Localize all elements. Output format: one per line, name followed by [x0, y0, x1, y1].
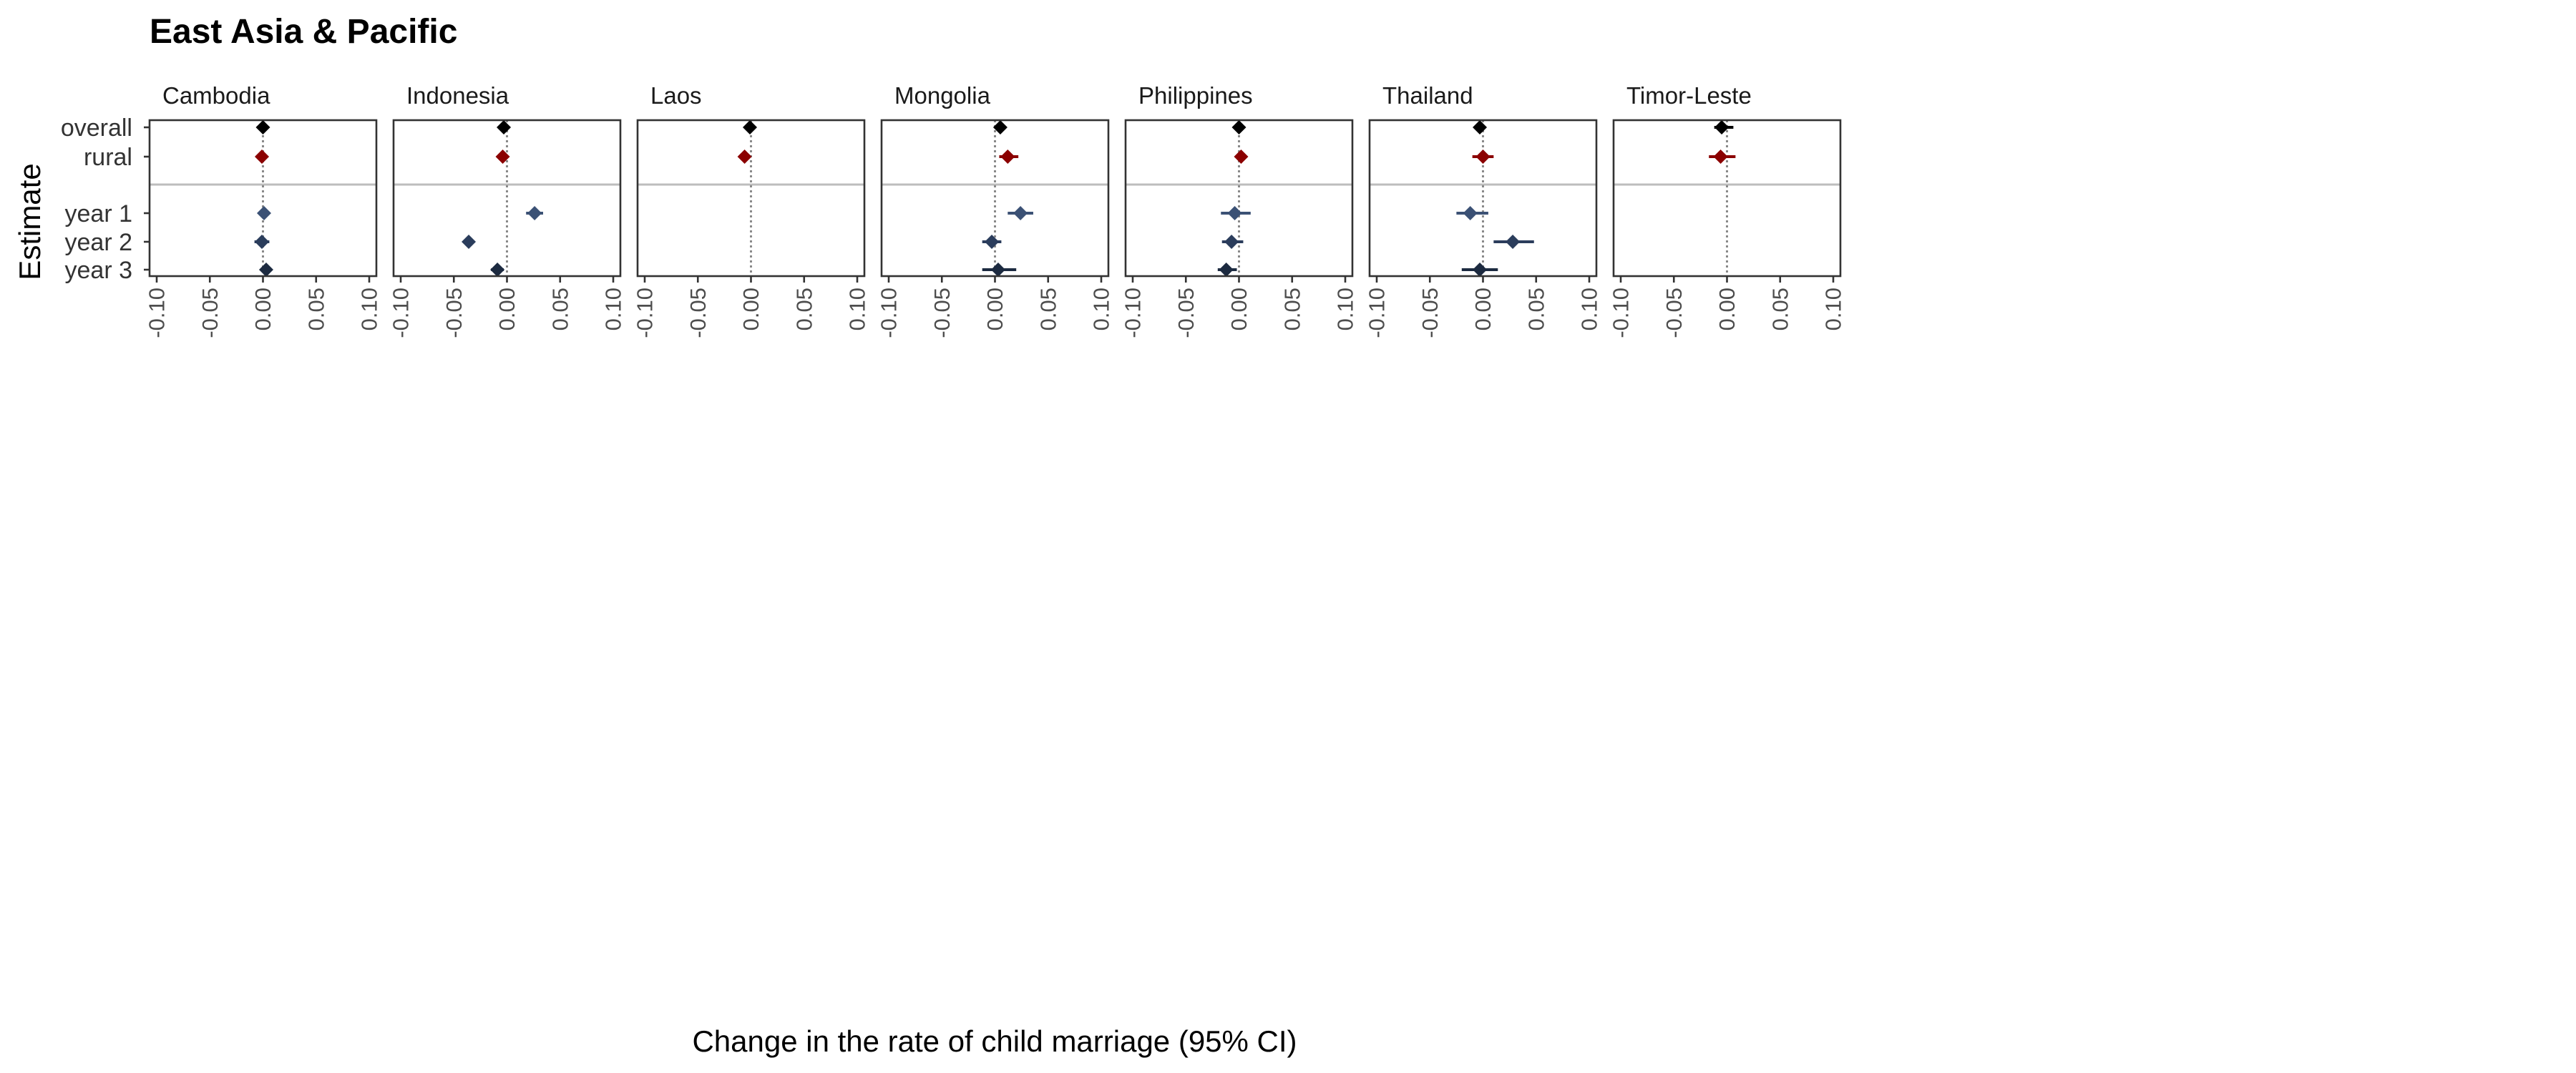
point-estimate	[1231, 120, 1246, 134]
panel-title: Philippines	[1138, 82, 1253, 109]
x-tick-label: -0.10	[877, 288, 902, 338]
x-tick-label: 0.10	[1333, 288, 1358, 330]
x-tick-label: -0.05	[1174, 288, 1199, 338]
x-tick-label: 0.05	[1035, 288, 1060, 330]
point-estimate	[1000, 150, 1015, 164]
point-estimate	[1219, 263, 1234, 277]
y-axis-label: Estimate	[13, 163, 47, 280]
panel-frame	[636, 119, 866, 278]
panel-frame	[148, 119, 378, 278]
point-estimate	[1013, 206, 1028, 220]
x-tick-label: -0.05	[197, 288, 223, 338]
x-tick-label: 0.00	[1470, 288, 1496, 330]
x-tick-label: 0.00	[1714, 288, 1740, 330]
panel-thailand: Thailand -0.10 -0.05 0.00 0.05 0.10	[1365, 82, 1602, 338]
x-tick-label: 0.10	[357, 288, 382, 330]
x-tick-label: 0.05	[547, 288, 572, 330]
panel-frame	[880, 119, 1110, 278]
point-estimate	[1227, 206, 1242, 220]
x-tick-label: -0.05	[441, 288, 467, 338]
x-tick-label: 0.00	[1226, 288, 1252, 330]
x-tick-label: -0.10	[389, 288, 414, 338]
x-tick-label: -0.05	[1418, 288, 1443, 338]
point-estimate	[490, 263, 505, 277]
x-tick-label: 0.00	[250, 288, 275, 330]
point-estimate	[1713, 150, 1728, 164]
x-tick-label: 0.10	[1821, 288, 1846, 330]
panel-mongolia: Mongolia -0.10 -0.05 0.00 0.05 0.10	[877, 82, 1114, 338]
point-estimate	[255, 150, 270, 164]
row-label: rural	[84, 144, 132, 171]
x-tick-label: -0.10	[633, 288, 658, 338]
point-estimate	[1473, 263, 1488, 277]
point-estimate	[992, 120, 1008, 134]
point-estimate	[985, 235, 1000, 249]
panel-frame	[1368, 119, 1598, 278]
panel-laos: Laos -0.10 -0.05 0.00 0.05 0.10	[633, 82, 870, 338]
row-label: year 3	[65, 257, 133, 284]
point-estimate	[737, 150, 752, 164]
panel-philippines: Philippines -0.10 -0.05 0.00 0.05 0.10	[1121, 82, 1358, 338]
point-estimate	[462, 235, 477, 249]
x-tick-label: 0.05	[1767, 288, 1792, 330]
point-estimate	[497, 120, 512, 134]
point-estimate	[256, 206, 271, 220]
point-estimate	[1234, 150, 1249, 164]
x-tick-label: 0.00	[982, 288, 1008, 330]
panel-cambodia: Cambodia -0.10 -0.05 0.00 0.05 0.10	[145, 82, 382, 338]
panel-indonesia: Indonesia -0.10 -0.05 0.00 0.05 0.10	[389, 82, 626, 338]
point-estimate	[990, 263, 1005, 277]
x-tick-label: 0.05	[1523, 288, 1548, 330]
x-tick-label: -0.05	[686, 288, 711, 338]
x-tick-label: 0.10	[1089, 288, 1114, 330]
panel-frame	[1612, 119, 1842, 278]
x-tick-label: -0.10	[1365, 288, 1390, 338]
x-tick-label: 0.05	[791, 288, 816, 330]
row-label: year 1	[65, 200, 133, 227]
point-estimate	[1463, 206, 1478, 220]
x-axis-label: Change in the rate of child marriage (95…	[692, 1024, 1297, 1058]
x-tick-label: 0.00	[738, 288, 763, 330]
panel-title: Indonesia	[406, 82, 509, 109]
x-tick-label: -0.05	[930, 288, 955, 338]
point-estimate	[255, 120, 270, 134]
point-estimate	[743, 120, 758, 134]
point-estimate	[255, 235, 270, 249]
panel-frame	[392, 119, 622, 278]
panel-title: Cambodia	[162, 82, 270, 109]
x-tick-label: 0.10	[1577, 288, 1602, 330]
point-estimate	[1714, 120, 1729, 134]
point-estimate	[258, 263, 273, 277]
point-estimate	[527, 206, 542, 220]
x-tick-label: 0.05	[1279, 288, 1304, 330]
point-estimate	[1224, 235, 1239, 249]
panel-title: Timor-Leste	[1626, 82, 1752, 109]
x-tick-label: 0.10	[601, 288, 626, 330]
point-estimate	[1473, 120, 1488, 134]
panel-frame	[1124, 119, 1354, 278]
x-tick-label: -0.05	[1662, 288, 1687, 338]
chart-title: East Asia & Pacific	[150, 13, 457, 51]
point-estimate	[495, 150, 510, 164]
x-tick-label: 0.05	[303, 288, 328, 330]
x-tick-label: -0.10	[1121, 288, 1146, 338]
row-label: overall	[61, 114, 132, 142]
point-estimate	[1506, 235, 1521, 249]
x-tick-label: -0.10	[1609, 288, 1634, 338]
x-tick-label: 0.10	[845, 288, 870, 330]
panel-timor-leste: Timor-Leste -0.10 -0.05 0.00 0.05 0.10	[1609, 82, 1846, 338]
panel-title: Mongolia	[894, 82, 991, 109]
x-tick-label: 0.00	[494, 288, 519, 330]
x-tick-label: -0.10	[145, 288, 170, 338]
panel-title: Laos	[650, 82, 702, 109]
point-estimate	[1475, 150, 1491, 164]
panel-title: Thailand	[1382, 82, 1473, 109]
row-label: year 2	[65, 229, 133, 256]
